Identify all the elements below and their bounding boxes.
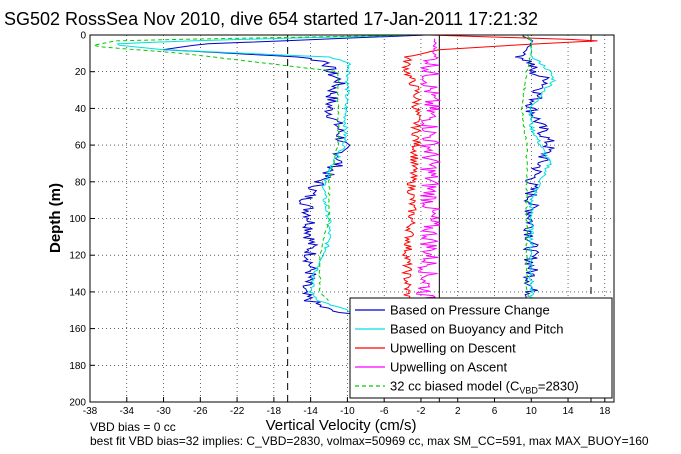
series-line-2-descent [116,35,412,315]
y-tick-label: 200 [69,398,86,409]
x-axis-ticks: -38 -34 -30 -26 -22 -18 -14 -10 -6 -2 2 6 10 14 18 [83,397,611,417]
chart-title: SG502 RossSea Nov 2010, dive 654 started… [4,9,538,29]
x-tick-label: 2 [455,406,461,417]
x-tick-label: 6 [492,406,498,417]
y-tick-label: 80 [75,177,87,188]
x-tick-label: -10 [340,406,355,417]
y-axis-ticks: 0 20 40 60 80 100 120 140 160 180 200 [69,31,95,409]
legend-label: Based on Buoyancy and Pitch [390,322,563,337]
x-tick-label: -18 [267,406,282,417]
legend-label: Based on Pressure Change [390,303,550,318]
y-tick-label: 160 [69,324,86,335]
legend-label: Upwelling on Descent [390,341,516,356]
y-axis-label: Depth (m) [47,183,64,253]
x-tick-label: -26 [193,406,208,417]
x-axis-label: Vertical Velocity (cm/s) [266,417,417,434]
series-group [93,35,598,315]
series-line-1-ascent [515,35,555,315]
x-tick-label: -38 [83,406,98,417]
series-line-2-ascent [526,35,557,315]
x-tick-label: -2 [416,406,425,417]
x-tick-label: -34 [120,406,135,417]
best-fit-note: best fit VBD bias=32 implies: C_VBD=2830… [90,434,649,448]
x-tick-label: -14 [303,406,318,417]
vbd-bias-note: VBD bias = 0 cc [90,420,176,434]
y-tick-label: 140 [69,287,86,298]
legend-box [349,297,613,399]
x-tick-label: -6 [380,406,389,417]
series-line-3 [400,35,598,310]
legend-label: Upwelling on Ascent [390,360,507,375]
x-tick-label: 10 [526,406,538,417]
y-tick-label: 120 [69,251,86,262]
y-tick-label: 60 [75,141,87,152]
x-tick-label: 18 [599,406,611,417]
x-tick-label: -22 [230,406,245,417]
y-tick-label: 180 [69,361,86,372]
legend: Based on Pressure Change Based on Buoyanc… [349,297,613,399]
series-line-4 [415,38,442,311]
series-line-1-descent [162,35,426,315]
y-tick-label: 40 [75,104,87,115]
y-tick-label: 20 [75,67,87,78]
legend-label: 32 cc biased model (CVBD=2830) [390,379,579,396]
series-line-5-descent [93,35,422,301]
x-tick-label: -30 [156,406,171,417]
series-line-5-ascent [520,35,532,301]
y-tick-label: 100 [69,214,86,225]
x-tick-label: 14 [562,406,574,417]
y-tick-label: 0 [80,31,86,42]
